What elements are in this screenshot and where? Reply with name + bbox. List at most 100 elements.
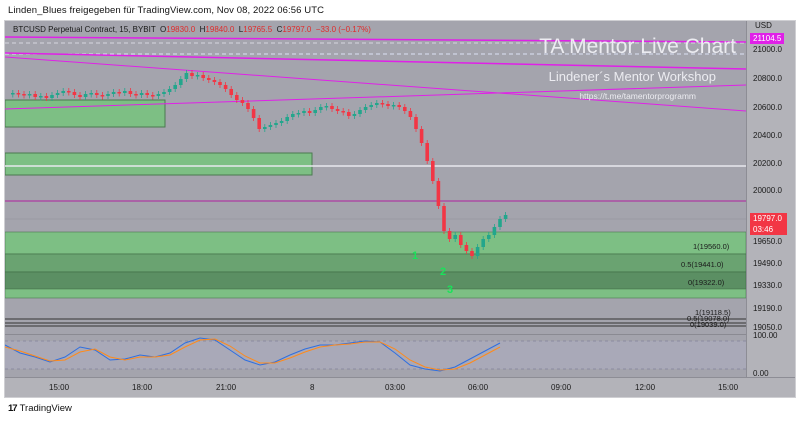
fib-label-0: 0(19322.0) [688,278,725,287]
fib-low-label-05: 0.5(19078.0) [687,314,730,323]
candle [95,93,99,95]
candle [78,95,82,97]
time-axis[interactable]: 15:00 18:00 21:00 8 03:00 06:00 09:00 12… [5,377,795,397]
time-label: 09:00 [551,383,572,392]
candle [123,91,127,93]
candle [453,235,457,239]
trendline-1 [5,36,746,43]
candle [431,161,435,181]
candle [386,104,390,106]
candle [251,109,256,118]
candle [190,73,194,76]
price-label-20600: 20600.0 [753,103,782,112]
fib-low-label-0: 0(19039.0) [690,320,727,329]
wave-label-2: 2 [440,266,447,278]
candle [414,117,418,129]
osc-orange-line [5,338,501,371]
candle [179,79,183,85]
candle [442,206,446,231]
symbol-info: BTCUSD Perpetual Contract, 15, BYBIT O19… [13,25,371,34]
watermark-title: TA Mentor Live Chart [539,35,736,58]
osc-label-100: 100.00 [753,331,778,340]
zone-support-floor [5,288,746,299]
candle [319,107,323,110]
wave-label-3: 3 [447,284,454,296]
candle [72,92,77,95]
candle [363,107,368,110]
candle [111,92,116,94]
candle [67,91,71,93]
time-label: 06:00 [468,383,489,392]
candle [307,111,312,113]
price-label-19490: 19490.0 [753,259,782,268]
candle [263,127,267,129]
candle [358,110,362,114]
price-label-20400: 20400.0 [753,131,782,140]
candle [162,92,166,94]
candle [173,85,177,89]
symbol-name: BTCUSD Perpetual Contract, 15, BYBIT [13,25,156,34]
fib-label-1: 1(19560.0) [693,242,730,251]
high-value: 19840.0 [205,25,235,34]
candle [487,235,491,239]
share-header: Linden_Blues freigegeben für TradingView… [8,5,325,16]
price-axis[interactable]: USD 21104.5 21000.0 20800.0 20600.0 2040… [746,21,795,378]
candle [324,106,329,108]
trendline-4 [5,84,746,110]
price-label-20200: 20200.0 [753,159,782,168]
zone-upper-left [5,99,166,128]
time-label: 18:00 [132,383,153,392]
candle [296,113,301,115]
candle [156,94,161,96]
candle [167,89,172,92]
candle [503,215,508,219]
candle [302,111,306,113]
open-value: 19830.0 [166,25,196,34]
trendline-2 [5,52,746,70]
candle [380,103,385,105]
price-label-19330: 19330.0 [753,281,782,290]
tradingview-logo-icon: 17 [8,403,18,414]
osc-label-0: 0.00 [753,369,769,378]
candle [330,106,334,109]
candle [201,75,205,78]
chart-frame[interactable]: BTCUSD Perpetual Contract, 15, BYBIT O19… [4,20,796,398]
current-price-tag: 19797.0 03:46 [750,213,787,235]
price-label-19050: 19050.0 [753,323,782,332]
candle [207,78,211,80]
candle [425,143,429,161]
candle [22,94,26,96]
zone-support-mid [5,253,746,273]
candle [257,118,261,129]
candle [212,80,217,82]
candle [391,105,396,107]
candle [117,92,121,94]
candle [229,89,233,95]
candle [408,111,413,117]
candle [419,129,424,143]
candle [100,95,105,97]
candle [347,112,351,116]
candle [397,105,401,107]
zone-support-main [5,231,746,255]
candle [436,181,441,206]
candle [55,93,60,95]
oscillator-pane[interactable] [5,334,746,377]
candle [369,105,373,107]
candle [481,239,485,247]
fib-low-label-1: 1(19118.5) [695,308,731,317]
candle [184,73,189,79]
candle-countdown: 03:46 [753,225,774,234]
time-label: 12:00 [635,383,656,392]
footer-brand[interactable]: 17 TradingView [8,403,72,414]
candle [335,109,340,111]
watermark-link: https://t.me/tamentorprogramm [579,91,696,101]
price-chart[interactable]: BTCUSD Perpetual Contract, 15, BYBIT O19… [5,21,746,333]
candle [498,219,502,227]
time-label: 8 [310,383,315,392]
zone-support-low [5,271,746,290]
candle [274,123,278,125]
candle [89,93,93,95]
price-label-20800: 20800.0 [753,74,782,83]
candle [352,114,357,116]
